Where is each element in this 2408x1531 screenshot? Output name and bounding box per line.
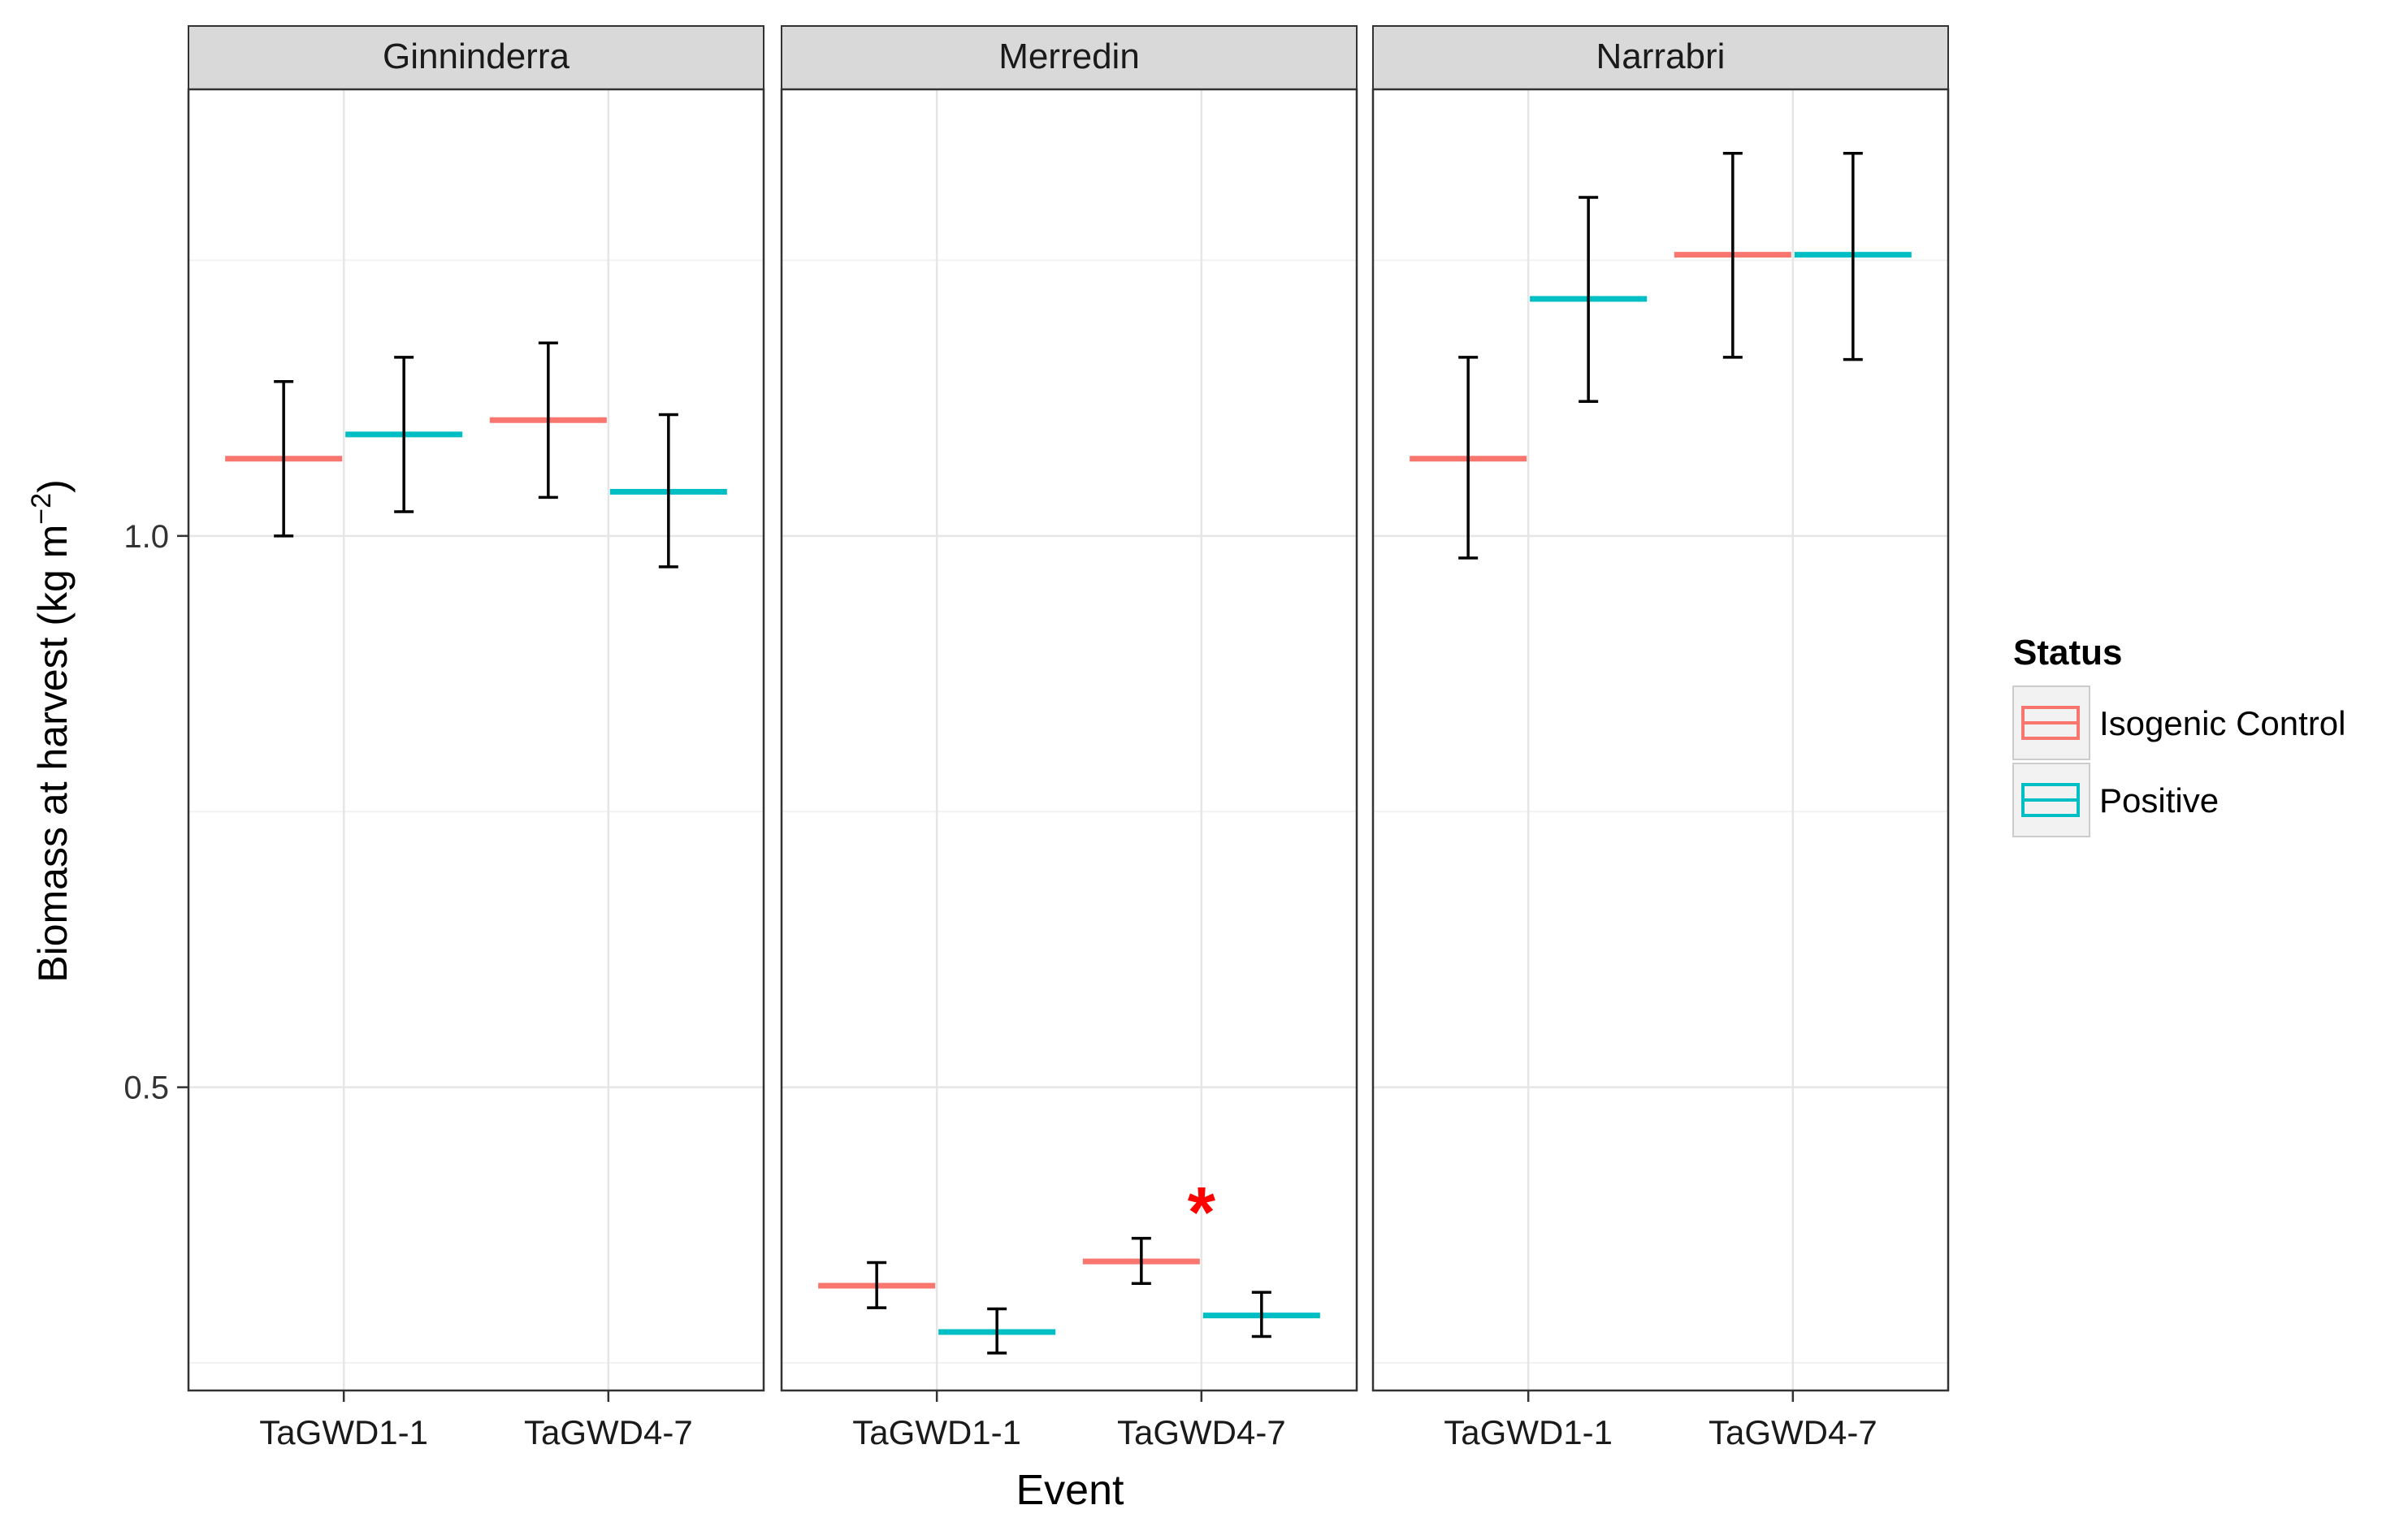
y-axis: 0.5 1.0 xyxy=(123,519,188,1106)
panel-border xyxy=(1371,88,1950,1392)
x-tick-label: TaGWD1-1 xyxy=(1444,1413,1613,1451)
facet-strip xyxy=(188,25,764,90)
panel-background xyxy=(1373,89,1948,1390)
x-tick-label: TaGWD1-1 xyxy=(852,1413,1021,1451)
y-tick-label: 0.5 xyxy=(123,1070,169,1106)
x-tick-label: TaGWD4-7 xyxy=(1117,1413,1286,1451)
panel-border xyxy=(780,88,1358,1392)
x-tick-label: TaGWD1-1 xyxy=(259,1413,428,1451)
panel-background xyxy=(782,89,1357,1390)
legend-item: Positive xyxy=(2012,763,2219,837)
y-axis-title-superscript: −2 xyxy=(26,493,57,525)
y-axis-title-close: ) xyxy=(30,479,76,493)
facet-strip xyxy=(1372,25,1949,90)
panel-narrabri: Narrabri TaGWD1-1 TaGWD4-7 xyxy=(1371,25,1950,1451)
facet-panels: Ginninderra TaGWD1-1 TaGWD4-7 Merredin * TaGW… xyxy=(187,25,1950,1451)
facet-label: Ginninderra xyxy=(383,37,570,76)
panel-merredin: Merredin * TaGWD1-1 TaGWD4-7 xyxy=(780,25,1358,1451)
legend-label: Positive xyxy=(2099,781,2219,820)
significance-asterisk: * xyxy=(1188,1172,1216,1252)
legend-title: Status xyxy=(2013,633,2122,673)
facet-strip xyxy=(781,25,1358,90)
facet-label: Merredin xyxy=(998,37,1140,76)
panel-ginninderra: Ginninderra TaGWD1-1 TaGWD4-7 xyxy=(187,25,765,1451)
panel-border xyxy=(187,88,765,1392)
y-axis-title: Biomass at harvest (kg m−2) xyxy=(26,479,76,982)
x-axis-title: Event xyxy=(1016,1467,1125,1514)
facet-label: Narrabri xyxy=(1596,37,1726,76)
panel-background xyxy=(188,89,764,1390)
y-tick-label: 1.0 xyxy=(123,519,169,555)
legend-label: Isogenic Control xyxy=(2099,704,2346,742)
x-tick-label: TaGWD4-7 xyxy=(524,1413,693,1451)
legend: Status Isogenic Control Positive xyxy=(2012,633,2346,837)
x-tick-label: TaGWD4-7 xyxy=(1709,1413,1877,1451)
legend-item: Isogenic Control xyxy=(2012,685,2346,760)
